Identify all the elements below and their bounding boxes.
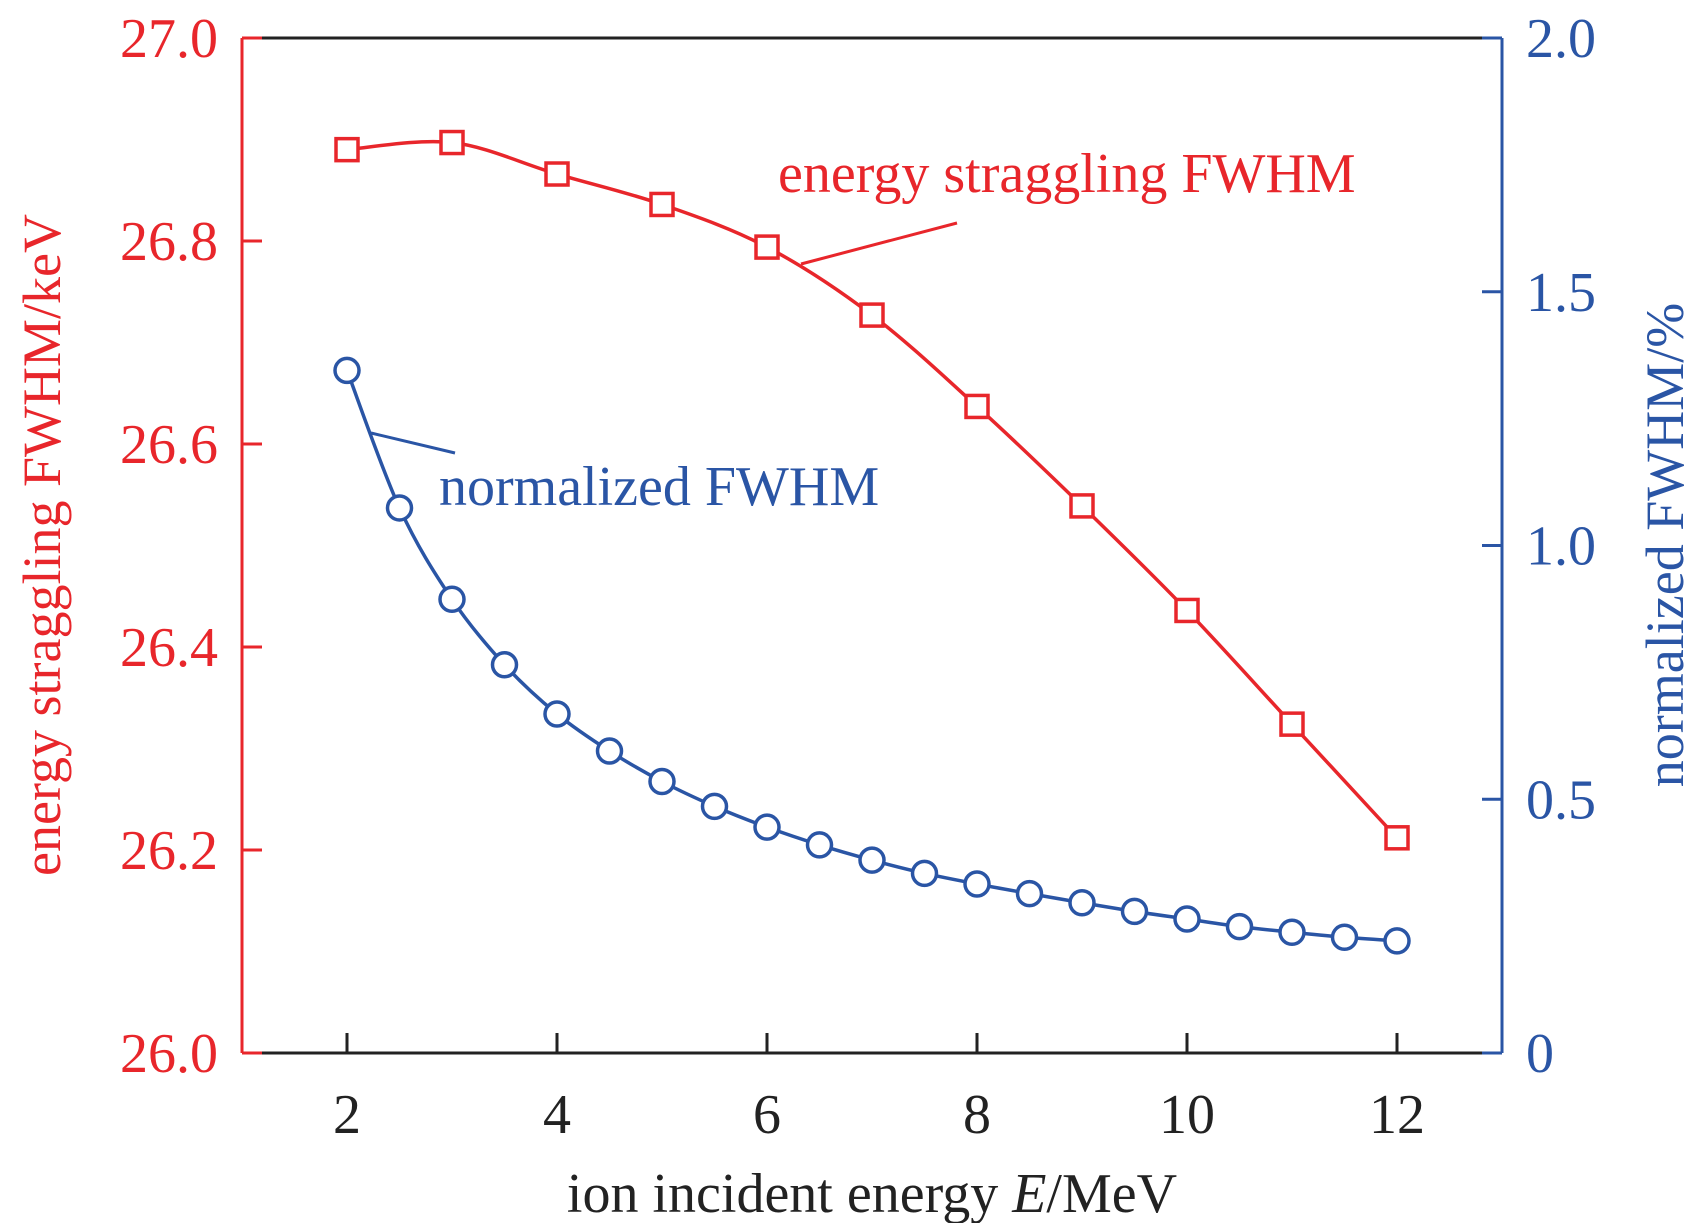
right-y-tick-label: 0.5 [1526, 769, 1596, 831]
right-y-tick-label: 0 [1526, 1023, 1554, 1085]
data-point-circle [490, 651, 519, 679]
data-point-square [439, 129, 465, 156]
axes [240, 36, 1504, 1055]
leader-line-energy-straggling [800, 221, 958, 266]
data-point-square [1279, 711, 1305, 737]
data-point-circle [1225, 912, 1254, 941]
x-axis-label-unit: /MeV [1046, 1163, 1177, 1223]
x-tick-label: 4 [543, 1084, 571, 1146]
data-point-square [964, 393, 990, 420]
series-line-normalized [345, 369, 1398, 943]
data-point-circle [1015, 879, 1044, 908]
right-y-tick-label: 2.0 [1526, 8, 1596, 70]
x-axis-label-variable: E [1011, 1163, 1046, 1223]
data-point-square [1174, 597, 1200, 624]
x-tick-label: 6 [753, 1084, 781, 1146]
data-point-circle [1330, 923, 1359, 952]
data-point-circle [805, 831, 834, 859]
x-tick-label: 2 [333, 1084, 361, 1146]
series-label-energy-straggling: energy straggling FWHM [778, 143, 1356, 205]
x-axis-label: ion incident energy E/MeV [567, 1163, 1177, 1223]
data-point-square [334, 136, 360, 163]
x-tick-label: 12 [1369, 1084, 1425, 1146]
y-axis-label-right: normalized FWHM/% [1635, 303, 1695, 787]
leader-line-normalized [370, 431, 456, 455]
data-point-circle [543, 700, 571, 728]
left-y-tick-label: 26.8 [120, 211, 218, 273]
ticks: 2 4 6 8 10 12 26.0 26.2 26.4 26.6 26.8 27.0 0 0.5 1.0 1… [120, 8, 1596, 1146]
data-point-circle [438, 585, 466, 614]
data-point-square [649, 191, 675, 218]
data-point-square [1069, 493, 1095, 519]
data-point-circle [963, 870, 991, 898]
data-point-circle [333, 356, 361, 385]
data-point-circle [595, 737, 624, 765]
data-point-circle [385, 494, 414, 522]
data-point-square [544, 161, 570, 187]
right-y-tick-label: 1.0 [1526, 516, 1596, 578]
series-label-normalized: normalized FWHM [439, 456, 879, 518]
data-point-circle [1278, 918, 1306, 946]
series [333, 129, 1411, 955]
data-point-circle [1120, 897, 1149, 926]
x-tick-label: 10 [1159, 1084, 1215, 1146]
data-point-square [1384, 825, 1410, 851]
left-y-tick-label: 26.0 [120, 1023, 218, 1085]
data-point-circle [648, 767, 676, 796]
left-y-tick-label: 26.2 [120, 820, 218, 882]
data-point-square [754, 234, 780, 260]
right-y-tick-label: 1.5 [1526, 262, 1596, 324]
left-y-tick-label: 26.6 [120, 414, 218, 476]
left-y-tick-label: 27.0 [120, 8, 218, 70]
data-point-circle [1173, 905, 1201, 933]
data-point-circle [700, 792, 729, 821]
x-axis-label-text: ion incident energy [567, 1163, 1012, 1223]
data-point-square [859, 302, 885, 328]
data-point-circle [1068, 889, 1096, 917]
data-point-circle [753, 813, 781, 841]
series-line-energy-straggling [346, 139, 1399, 840]
data-point-circle [858, 846, 886, 874]
data-point-circle [910, 859, 939, 888]
x-tick-label: 8 [963, 1084, 991, 1146]
data-point-circle [1383, 927, 1411, 955]
left-y-tick-label: 26.4 [120, 617, 218, 679]
y-axis-label-left: energy straggling FWHM/keV [12, 214, 72, 876]
